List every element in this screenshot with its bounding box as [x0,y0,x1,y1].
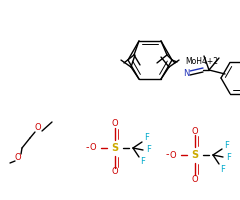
Text: S: S [192,150,198,160]
Text: O: O [112,168,118,176]
Text: F: F [141,158,145,166]
Text: O: O [112,119,118,129]
Text: MoH4+2: MoH4+2 [185,58,218,66]
Text: S: S [111,143,119,153]
Text: F: F [221,164,225,173]
Text: O: O [192,174,198,184]
Text: O: O [15,154,21,162]
Text: N: N [183,68,189,77]
Text: O: O [90,144,96,152]
Text: -: - [165,149,169,159]
Text: F: F [147,146,151,154]
Text: O: O [192,127,198,136]
Text: O: O [170,150,176,160]
Text: -: - [85,142,89,152]
Text: F: F [144,134,150,142]
Text: F: F [225,140,229,150]
Text: F: F [227,152,231,162]
Text: O: O [35,123,41,132]
